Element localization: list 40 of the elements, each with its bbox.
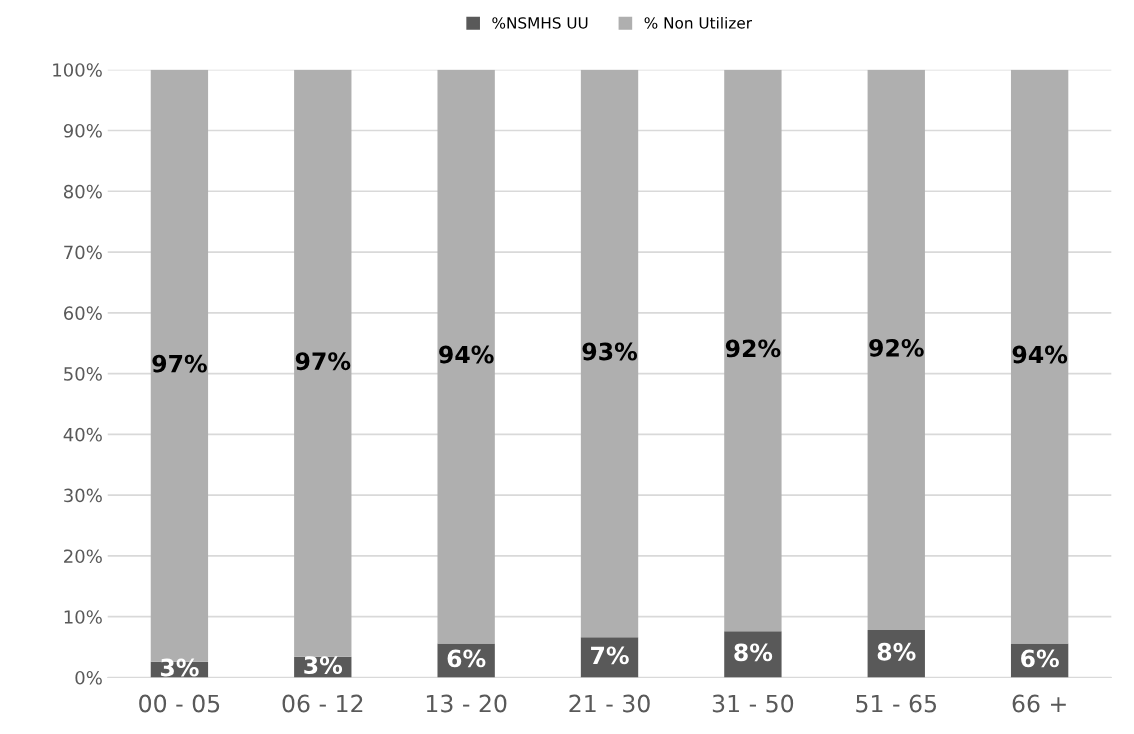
y-tick-label: 90% [63,123,102,138]
y-tick-label: 60% [64,306,102,320]
data-label: 92% [725,339,781,358]
y-tick-label: 0% [75,670,102,685]
bar [867,69,925,631]
data-label: 8% [734,643,773,662]
legend-label: %NSMHS UU [492,17,588,29]
y-tick-label: 80% [63,184,102,199]
bar [1010,69,1069,644]
data-label: 94% [1012,345,1068,364]
x-tick-label: 66 + [1012,694,1066,713]
data-label: 93% [582,342,638,361]
y-tick-label: 70% [64,245,102,260]
x-tick-label: 51 - 65 [856,694,937,713]
data-label: 6% [1021,649,1059,668]
x-tick-label: 06 - 12 [282,694,363,713]
x-tick-label: 13 - 20 [426,694,507,713]
y-tick-label: 30% [64,488,102,503]
bar [580,69,639,638]
data-label: 92% [869,338,924,357]
y-tick-label: 10% [64,610,102,624]
y-tick-label: 20% [64,549,102,564]
data-label: 3% [160,658,199,677]
data-label: 3% [304,656,343,674]
x-tick-label: 00 - 05 [139,694,220,713]
bar [724,69,782,632]
bar [294,69,352,657]
data-label: 8% [877,642,916,661]
legend-label: % Non Utilizer [644,16,753,29]
x-tick-label: 21 - 30 [569,694,650,713]
y-tick-label: 100% [53,63,102,77]
data-label: 7% [591,646,629,665]
data-label: 6% [447,649,486,668]
x-tick-label: 31 - 50 [712,694,794,713]
data-label: 97% [152,354,207,373]
data-label: 97% [295,352,351,371]
data-label: 94% [439,345,494,364]
y-tick-label: 50% [64,367,102,381]
y-tick-label: 40% [63,427,102,442]
bar [437,69,495,644]
